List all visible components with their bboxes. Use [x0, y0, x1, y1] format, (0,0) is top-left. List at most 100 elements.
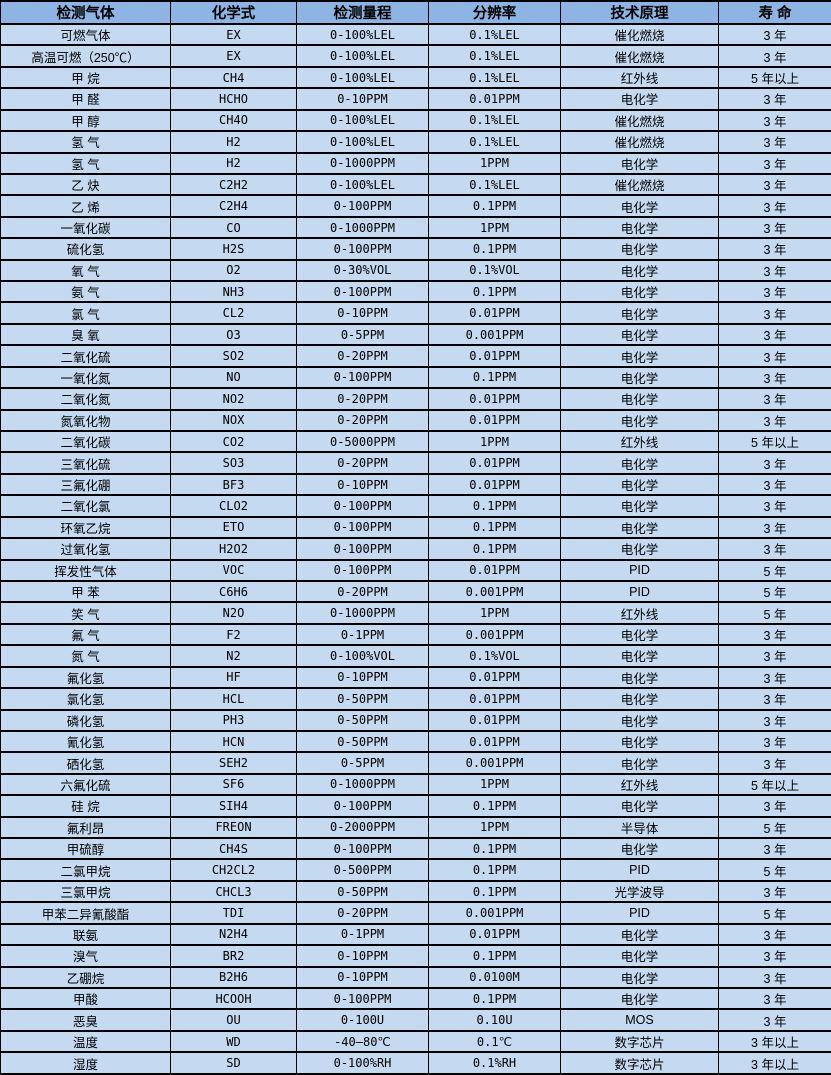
cell-formula: CH4S	[170, 837, 297, 861]
cell-gas: 过氧化氢	[0, 537, 171, 561]
cell-gas: 甲酸	[0, 986, 171, 1011]
cell-resolution: 0.01PPM	[428, 301, 561, 325]
cell-formula: O2	[170, 258, 297, 283]
cell-principle: 电化学	[560, 644, 719, 668]
cell-range: 0-20PPM	[296, 451, 429, 475]
cell-lifespan: 3 年	[718, 258, 831, 283]
table-row: 挥发性气体 VOC 0-100PPM 0.01PPM PID 5 年	[0, 558, 831, 582]
cell-resolution: 0.001PPM	[428, 901, 561, 925]
cell-range: 0-20PPM	[296, 387, 429, 411]
cell-lifespan: 3 年	[718, 751, 831, 775]
cell-lifespan: 5 年	[718, 558, 831, 582]
cell-principle: 电化学	[560, 944, 719, 968]
cell-lifespan: 3 年	[718, 344, 831, 368]
cell-lifespan: 5 年	[718, 858, 831, 882]
cell-gas: 高温可燃（250℃）	[0, 44, 171, 68]
cell-resolution: 0.01PPM	[428, 344, 561, 368]
cell-gas: 可燃气体	[0, 22, 171, 47]
cell-principle: 电化学	[560, 665, 719, 690]
cell-principle: 红外线	[560, 429, 719, 454]
cell-lifespan: 3 年以上	[718, 1029, 831, 1054]
cell-principle: 红外线	[560, 65, 719, 90]
cell-lifespan: 3 年	[718, 387, 831, 411]
cell-lifespan: 3 年	[718, 622, 831, 647]
cell-resolution: 0.01PPM	[428, 472, 561, 497]
cell-resolution: 0.1PPM	[428, 494, 561, 518]
cell-lifespan: 3 年	[718, 365, 831, 390]
table-row: 高温可燃（250℃） EX 0-100%LEL 0.1%LEL 催化燃烧 3 年	[0, 44, 831, 68]
cell-resolution: 0.1PPM	[428, 986, 561, 1011]
cell-range: 0-50PPM	[296, 708, 429, 732]
cell-range: 0-1000PPM	[296, 772, 429, 797]
cell-formula: NO2	[170, 387, 297, 411]
cell-principle: 催化燃烧	[560, 22, 719, 47]
cell-principle: 电化学	[560, 301, 719, 325]
table-row: 氢 气 H2 0-1000PPM 1PPM 电化学 3 年	[0, 151, 831, 175]
cell-resolution: 1PPM	[428, 151, 561, 175]
cell-principle: 电化学	[560, 794, 719, 818]
cell-resolution: 0.1PPM	[428, 237, 561, 261]
cell-principle: 红外线	[560, 772, 719, 797]
cell-principle: 电化学	[560, 751, 719, 775]
cell-formula: B2H6	[170, 965, 297, 990]
table-row: 联氨 N2H4 0-1PPM 0.01PPM 电化学 3 年	[0, 922, 831, 947]
cell-lifespan: 3 年	[718, 729, 831, 754]
table-row: 氟 气 F2 0-1PPM 0.001PPM 电化学 3 年	[0, 622, 831, 647]
cell-lifespan: 3 年	[718, 986, 831, 1011]
table-row: 甲酸 HCOOH 0-100PPM 0.1PPM 电化学 3 年	[0, 986, 831, 1011]
cell-principle: PID	[560, 901, 719, 925]
cell-principle: PID	[560, 579, 719, 604]
cell-lifespan: 5 年	[718, 815, 831, 840]
cell-lifespan: 5 年以上	[718, 65, 831, 90]
cell-range: 0-100U	[296, 1008, 429, 1032]
cell-gas: 氢 气	[0, 151, 171, 175]
cell-lifespan: 3 年	[718, 451, 831, 475]
table-row: 二氯甲烷 CH2CL2 0-500PPM 0.1PPM PID 5 年	[0, 858, 831, 882]
cell-principle: 光学波导	[560, 879, 719, 904]
cell-formula: H2O2	[170, 537, 297, 561]
cell-formula: CO	[170, 215, 297, 240]
cell-formula: SD	[170, 1051, 297, 1075]
table-row: 乙 烯 C2H4 0-100PPM 0.1PPM 电化学 3 年	[0, 194, 831, 218]
cell-gas: 溴气	[0, 944, 171, 968]
cell-principle: 电化学	[560, 87, 719, 111]
cell-resolution: 0.1PPM	[428, 280, 561, 304]
cell-principle: 电化学	[560, 194, 719, 218]
cell-formula: CLO2	[170, 494, 297, 518]
cell-formula: NH3	[170, 280, 297, 304]
table-row: 环氧乙烷 ETO 0-100PPM 0.1PPM 电化学 3 年	[0, 515, 831, 540]
cell-lifespan: 5 年	[718, 579, 831, 604]
cell-lifespan: 5 年	[718, 901, 831, 925]
cell-formula: N2H4	[170, 922, 297, 947]
cell-gas: 一氧化碳	[0, 215, 171, 240]
cell-lifespan: 3 年	[718, 965, 831, 990]
cell-resolution: 0.1%LEL	[428, 44, 561, 68]
cell-principle: 电化学	[560, 451, 719, 475]
cell-resolution: 0.1%LEL	[428, 108, 561, 133]
cell-formula: CH4	[170, 65, 297, 90]
table-row: 温度 WD -40—80℃ 0.1℃ 数字芯片 3 年以上	[0, 1029, 831, 1054]
header-row: 检测气体 化学式 检测量程 分辨率 技术原理 寿 命	[0, 0, 831, 25]
cell-formula: ETO	[170, 515, 297, 540]
cell-gas: 联氨	[0, 922, 171, 947]
header-resolution: 分辨率	[428, 0, 561, 25]
cell-range: 0-100PPM	[296, 494, 429, 518]
cell-gas: 乙 烯	[0, 194, 171, 218]
table-row: 二氧化氮 NO2 0-20PPM 0.01PPM 电化学 3 年	[0, 387, 831, 411]
cell-resolution: 0.01PPM	[428, 558, 561, 582]
cell-principle: 电化学	[560, 215, 719, 240]
cell-formula: SIH4	[170, 794, 297, 818]
cell-lifespan: 3 年	[718, 665, 831, 690]
cell-lifespan: 3 年	[718, 708, 831, 732]
table-row: 甲硫醇 CH4S 0-100PPM 0.1PPM 电化学 3 年	[0, 837, 831, 861]
cell-gas: 甲硫醇	[0, 837, 171, 861]
cell-resolution: 1PPM	[428, 429, 561, 454]
table-row: 可燃气体 EX 0-100%LEL 0.1%LEL 催化燃烧 3 年	[0, 22, 831, 47]
cell-gas: 氟化氢	[0, 665, 171, 690]
cell-range: 0-5PPM	[296, 322, 429, 347]
cell-range: 0-10PPM	[296, 965, 429, 990]
cell-resolution: 0.1PPM	[428, 837, 561, 861]
cell-resolution: 1PPM	[428, 215, 561, 240]
cell-resolution: 0.1%VOL	[428, 258, 561, 283]
cell-gas: 硫化氢	[0, 237, 171, 261]
